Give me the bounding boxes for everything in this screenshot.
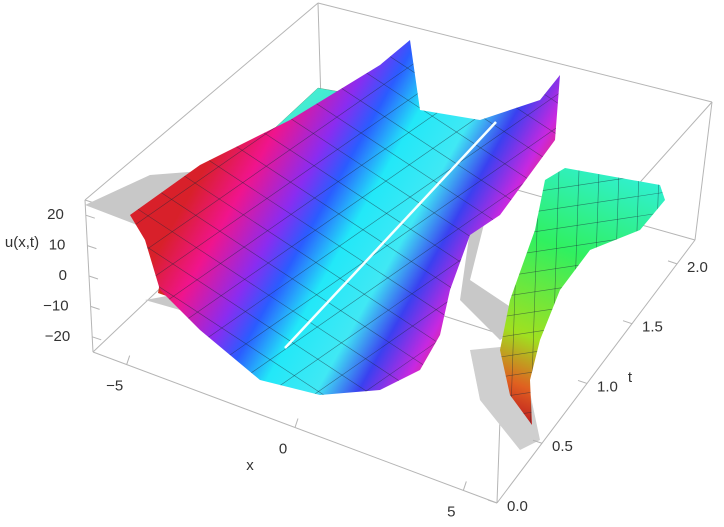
t-tick: [487, 499, 498, 504]
z-tick: [85, 214, 95, 219]
z-tick-label: 0: [59, 267, 67, 284]
x-axis-label: x: [246, 457, 254, 474]
t-tick: [532, 439, 543, 444]
mesh-line: [500, 269, 665, 301]
z-tick: [88, 275, 99, 280]
z-tick: [92, 336, 102, 341]
mesh-line: [130, 219, 457, 395]
t-tick: [577, 379, 588, 384]
valley-surface: [130, 40, 560, 395]
box-edge: [84, 2, 319, 201]
z-tick: [87, 245, 97, 250]
z-axis-label: u(x,t): [5, 234, 39, 251]
z-tick-label: −10: [43, 297, 68, 314]
x-tick: [126, 355, 131, 365]
z-tick: [90, 305, 100, 310]
mesh-line: [130, 40, 489, 333]
x-tick-label: 5: [447, 503, 455, 520]
t-tick: [622, 320, 633, 325]
t-tick-label: 1.0: [597, 378, 618, 395]
x-tick-label: 0: [279, 440, 287, 457]
z-tick-label: 10: [49, 237, 66, 254]
box-edge: [694, 101, 713, 241]
z-tick-label: −20: [45, 328, 70, 345]
t-tick: [667, 260, 678, 265]
t-tick-label: 2.0: [687, 259, 708, 276]
highlight: [284, 121, 497, 349]
t-axis-label: t: [628, 369, 633, 386]
box-edge: [317, 2, 713, 103]
x-tick: [462, 481, 467, 491]
x-tick-label: −5: [106, 378, 123, 395]
t-tick-label: 0.0: [507, 498, 528, 515]
t-tick-label: 1.5: [642, 319, 663, 336]
z-tick-label: 20: [47, 206, 64, 223]
axis-line: [496, 239, 696, 504]
right-strip: [500, 168, 665, 425]
t-tick-label: 0.5: [552, 438, 573, 455]
x-tick: [294, 418, 299, 428]
axes: 20 10 0 −10 −20 −5 0 5 0.0 0.5 1.0 1.5 2.0: [43, 199, 708, 520]
shadow-plane: [460, 200, 530, 340]
